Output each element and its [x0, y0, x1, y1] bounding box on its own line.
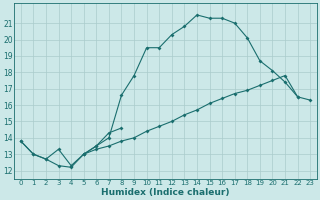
X-axis label: Humidex (Indice chaleur): Humidex (Indice chaleur)	[101, 188, 230, 197]
